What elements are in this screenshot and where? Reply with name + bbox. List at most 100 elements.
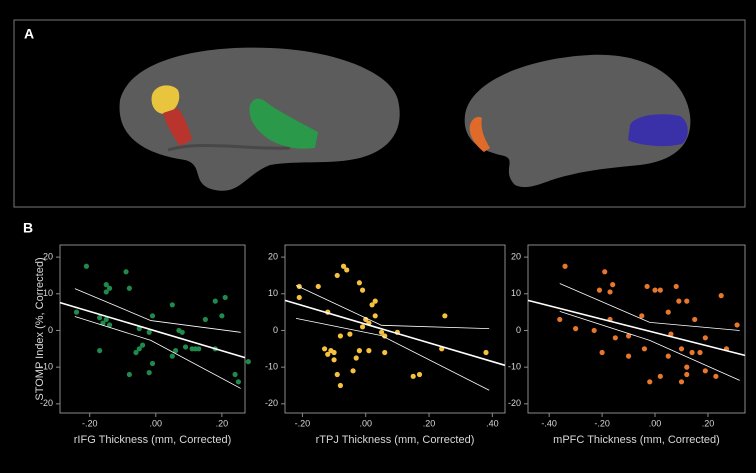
point (657, 373, 663, 379)
y-tick-label: 10 (268, 288, 278, 298)
point (689, 349, 695, 356)
point (334, 371, 340, 378)
point (359, 287, 366, 293)
point (442, 313, 448, 319)
point (331, 357, 337, 363)
ci-upper (74, 288, 241, 333)
y-tick-label: 0 (48, 325, 53, 335)
point (106, 285, 113, 291)
point (652, 287, 658, 293)
x-tick-label: .20 (423, 418, 436, 428)
panel-a-frame (13, 19, 746, 208)
point (416, 371, 423, 378)
point (673, 283, 679, 290)
ci-lower (74, 316, 241, 389)
y-tick-label: -10 (265, 362, 278, 372)
point (245, 359, 251, 365)
point (146, 370, 152, 376)
point (676, 298, 682, 304)
point (321, 346, 328, 352)
x-axis-label: rTPJ Thickness (mm, Corrected) (316, 434, 475, 446)
point (325, 351, 331, 357)
point (382, 333, 388, 339)
point (334, 272, 340, 279)
point (179, 329, 185, 335)
x-tick-label: -.40 (541, 418, 557, 428)
y-tick-label: -10 (40, 362, 53, 372)
y-tick-label: 20 (43, 251, 53, 261)
y-tick-label: 10 (43, 288, 53, 298)
y-tick-label: 20 (268, 251, 278, 261)
point (196, 346, 202, 352)
point (173, 348, 179, 354)
panel-a: A (13, 19, 746, 208)
fit-line (284, 299, 506, 367)
point (353, 355, 359, 361)
point (591, 327, 597, 334)
point (610, 282, 616, 288)
point (665, 353, 671, 359)
point (359, 324, 366, 330)
x-tick-label: .00 (150, 418, 163, 428)
point (232, 371, 238, 378)
point (219, 313, 225, 319)
brain-sulcus (167, 143, 291, 152)
point (350, 368, 356, 374)
point (296, 294, 302, 301)
point (702, 335, 708, 341)
point (182, 344, 189, 350)
point (625, 353, 632, 359)
point (702, 368, 708, 374)
point (356, 348, 362, 354)
y-tick-label: -20 (508, 398, 521, 408)
plot-frame (527, 244, 746, 414)
x-tick-label: .00 (359, 418, 372, 428)
point (97, 348, 103, 354)
point (149, 360, 156, 367)
point (133, 349, 139, 356)
y-tick-label: 10 (511, 288, 521, 298)
point (557, 316, 563, 323)
point (641, 346, 648, 352)
point (607, 289, 613, 295)
point (340, 263, 347, 269)
point (684, 371, 690, 378)
point (372, 298, 378, 304)
point (103, 289, 109, 295)
point (136, 346, 142, 352)
point (602, 269, 608, 275)
y-tick-label: 0 (516, 325, 521, 335)
point (483, 349, 489, 356)
point (410, 373, 416, 379)
point (639, 313, 645, 319)
region-blue (628, 114, 688, 147)
y-tick-label: 20 (511, 251, 521, 261)
point (692, 316, 698, 323)
point (356, 280, 362, 286)
region-yellow (151, 85, 180, 114)
point (718, 293, 724, 299)
point (315, 283, 321, 290)
point (382, 349, 388, 356)
point (222, 294, 228, 301)
region-green (249, 98, 318, 149)
point (100, 320, 106, 326)
point (337, 333, 343, 339)
point (657, 287, 663, 293)
point (599, 349, 605, 356)
y-tick-label: -20 (40, 398, 53, 408)
ci-upper (295, 284, 490, 330)
region-orange (469, 116, 490, 152)
y-tick-label: -20 (265, 398, 278, 408)
point (713, 373, 719, 379)
point (126, 371, 132, 378)
x-tick-label: -.20 (295, 418, 311, 428)
point (644, 283, 650, 290)
x-axis-label: rIFG Thickness (mm, Corrected) (74, 434, 232, 446)
x-tick-label: -.20 (82, 418, 98, 428)
ci-lower (559, 311, 740, 381)
point (678, 379, 685, 385)
panel-label: B (23, 220, 33, 236)
plot-frame (284, 244, 506, 414)
